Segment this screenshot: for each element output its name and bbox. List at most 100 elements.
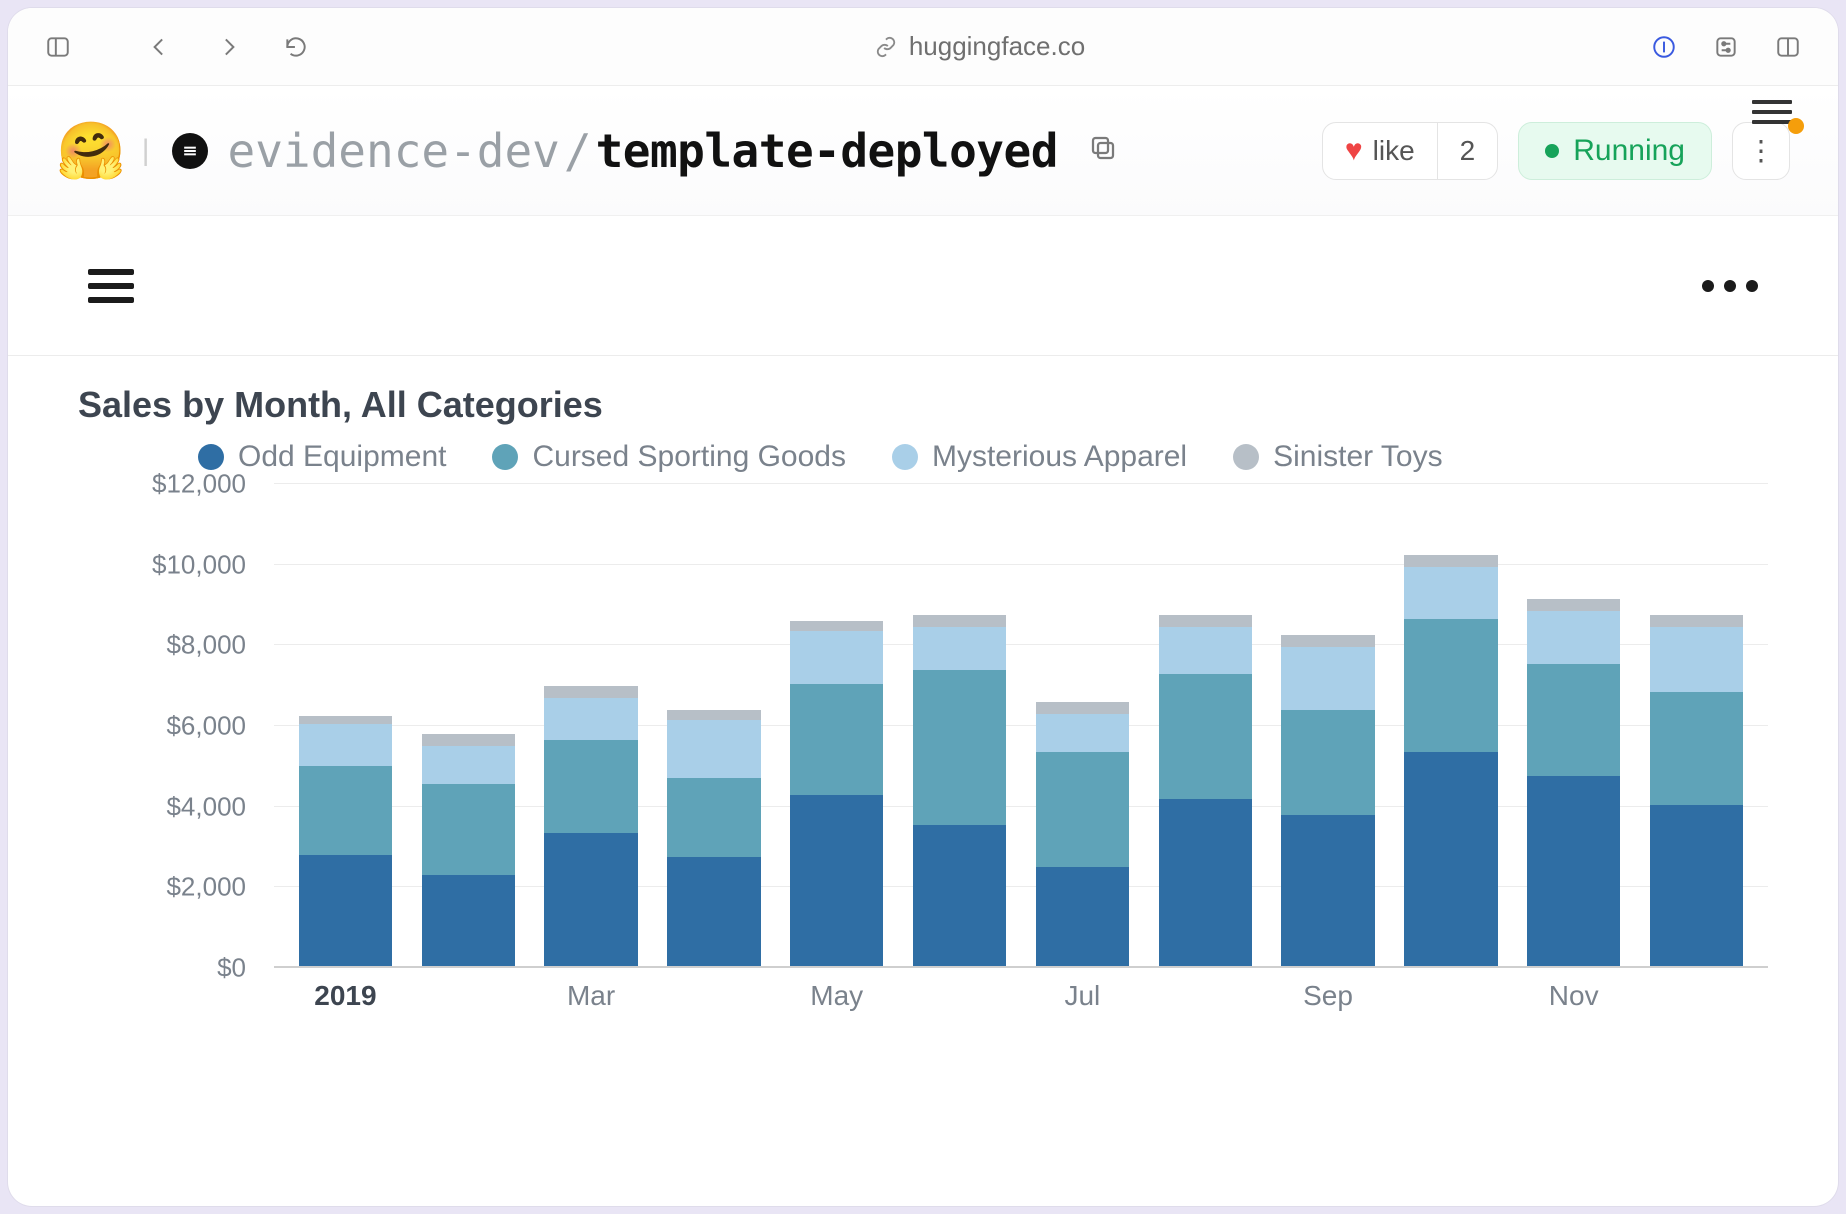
bar-column[interactable] bbox=[1512, 599, 1635, 968]
bar-segment bbox=[544, 740, 637, 833]
app-header bbox=[8, 216, 1838, 356]
y-tick-label: $6,000 bbox=[114, 711, 264, 742]
like-widget: ♥ like 2 bbox=[1322, 122, 1498, 180]
back-button[interactable] bbox=[140, 27, 180, 67]
bar-column[interactable] bbox=[1635, 615, 1758, 968]
address-host: huggingface.co bbox=[909, 31, 1085, 62]
bar-segment bbox=[299, 724, 392, 766]
link-icon bbox=[875, 36, 897, 58]
chart-container: Sales by Month, All Categories Odd Equip… bbox=[8, 356, 1838, 1024]
bar-segment bbox=[544, 686, 637, 698]
bar-segment bbox=[544, 833, 637, 968]
site-menu-button[interactable] bbox=[1746, 94, 1798, 130]
sidebar-toggle-icon[interactable] bbox=[38, 27, 78, 67]
hf-logo-icon[interactable]: 🤗 bbox=[56, 123, 126, 179]
legend-swatch-icon bbox=[1233, 444, 1259, 470]
legend-item[interactable]: Sinister Toys bbox=[1233, 440, 1443, 474]
bar-column[interactable] bbox=[652, 710, 775, 968]
org-name[interactable]: evidence-dev bbox=[228, 124, 560, 178]
y-axis: $0$2,000$4,000$6,000$8,000$10,000$12,000 bbox=[114, 484, 264, 968]
bar-segment bbox=[790, 684, 883, 795]
password-manager-icon[interactable] bbox=[1644, 27, 1684, 67]
x-tick-label bbox=[898, 968, 1021, 1024]
bar-segment bbox=[790, 621, 883, 631]
bar-segment bbox=[1159, 615, 1252, 627]
status-dot-icon bbox=[1545, 144, 1559, 158]
x-tick-label bbox=[1635, 968, 1758, 1024]
bar-segment bbox=[790, 631, 883, 683]
browser-window: huggingface.co 🤗 | evidence-dev / templa… bbox=[8, 8, 1838, 1206]
bar-column[interactable] bbox=[1021, 702, 1144, 968]
bar-segment bbox=[1036, 867, 1129, 968]
app-menu-button[interactable] bbox=[88, 269, 134, 303]
tabs-icon[interactable] bbox=[1768, 27, 1808, 67]
org-avatar-icon[interactable] bbox=[172, 133, 208, 169]
reload-button[interactable] bbox=[276, 27, 316, 67]
bar-segment bbox=[422, 746, 515, 784]
bar-segment bbox=[299, 855, 392, 968]
bar-segment bbox=[1404, 619, 1497, 752]
bar-segment bbox=[1650, 627, 1743, 692]
status-label: Running bbox=[1573, 134, 1685, 168]
forward-button[interactable] bbox=[208, 27, 248, 67]
legend-swatch-icon bbox=[492, 444, 518, 470]
x-tick-label: 2019 bbox=[284, 968, 407, 1024]
y-tick-label: $2,000 bbox=[114, 872, 264, 903]
bar-segment bbox=[1527, 664, 1620, 777]
bar-stack bbox=[1159, 615, 1252, 968]
bar-segment bbox=[1527, 776, 1620, 968]
browser-toolbar: huggingface.co bbox=[8, 8, 1838, 86]
bar-stack bbox=[1404, 555, 1497, 968]
bar-column[interactable] bbox=[284, 716, 407, 968]
legend-swatch-icon bbox=[892, 444, 918, 470]
hf-divider: | bbox=[142, 134, 150, 168]
bar-column[interactable] bbox=[1389, 555, 1512, 968]
bar-segment bbox=[1036, 752, 1129, 867]
legend-item[interactable]: Mysterious Apparel bbox=[892, 440, 1187, 474]
x-tick-label: Nov bbox=[1512, 968, 1635, 1024]
x-tick-label: May bbox=[775, 968, 898, 1024]
path-slash: / bbox=[564, 124, 592, 178]
bar-segment bbox=[1404, 555, 1497, 567]
bar-segment bbox=[913, 825, 1006, 968]
x-tick-label: Mar bbox=[530, 968, 653, 1024]
bar-segment bbox=[1281, 815, 1374, 968]
app-more-button[interactable] bbox=[1702, 280, 1758, 292]
bar-stack bbox=[790, 621, 883, 968]
y-tick-label: $10,000 bbox=[114, 549, 264, 580]
y-tick-label: $8,000 bbox=[114, 630, 264, 661]
bar-column[interactable] bbox=[530, 686, 653, 968]
bar-segment bbox=[299, 766, 392, 855]
bar-column[interactable] bbox=[1144, 615, 1267, 968]
bar-column[interactable] bbox=[1267, 635, 1390, 968]
like-button[interactable]: ♥ like bbox=[1323, 123, 1437, 179]
chart-plot: $0$2,000$4,000$6,000$8,000$10,000$12,000… bbox=[114, 484, 1768, 1024]
x-tick-label bbox=[1389, 968, 1512, 1024]
bar-segment bbox=[1650, 615, 1743, 627]
space-menu-button[interactable]: ⋮ bbox=[1732, 122, 1790, 180]
bar-segment bbox=[422, 734, 515, 746]
y-tick-label: $12,000 bbox=[114, 469, 264, 500]
heart-icon: ♥ bbox=[1345, 134, 1363, 168]
bar-column[interactable] bbox=[775, 621, 898, 968]
bar-stack bbox=[1036, 702, 1129, 968]
copy-repo-button[interactable] bbox=[1088, 133, 1118, 168]
legend-item[interactable]: Cursed Sporting Goods bbox=[492, 440, 846, 474]
legend-label: Odd Equipment bbox=[238, 440, 446, 474]
bar-segment bbox=[1036, 702, 1129, 714]
bar-column[interactable] bbox=[898, 615, 1021, 968]
bar-stack bbox=[1527, 599, 1620, 968]
bar-segment bbox=[667, 778, 760, 857]
legend-swatch-icon bbox=[198, 444, 224, 470]
bar-segment bbox=[1036, 714, 1129, 752]
reader-settings-icon[interactable] bbox=[1706, 27, 1746, 67]
repo-name[interactable]: template-deployed bbox=[596, 124, 1058, 178]
like-count[interactable]: 2 bbox=[1437, 123, 1498, 179]
bar-segment bbox=[913, 627, 1006, 669]
chart-title: Sales by Month, All Categories bbox=[78, 384, 1768, 426]
bar-segment bbox=[422, 875, 515, 968]
x-tick-label bbox=[407, 968, 530, 1024]
space-status-badge[interactable]: Running bbox=[1518, 122, 1712, 180]
address-bar[interactable]: huggingface.co bbox=[344, 31, 1616, 62]
bar-column[interactable] bbox=[407, 734, 530, 968]
